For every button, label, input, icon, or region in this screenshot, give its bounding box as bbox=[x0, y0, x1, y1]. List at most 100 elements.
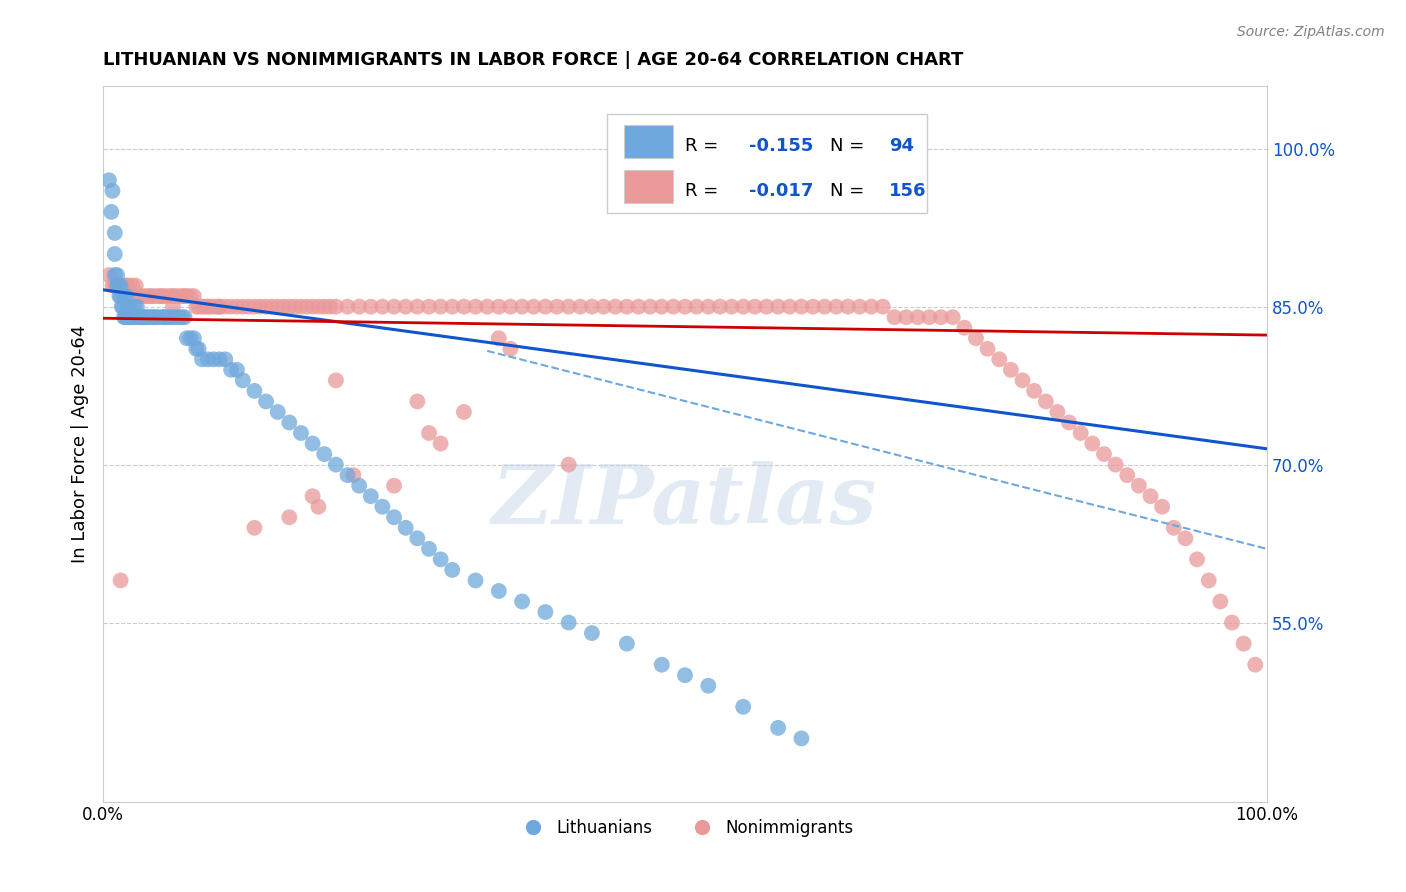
Point bbox=[219, 363, 242, 377]
Point bbox=[441, 563, 464, 577]
Point bbox=[132, 310, 155, 325]
Point bbox=[325, 458, 347, 472]
Point bbox=[453, 405, 475, 419]
Point bbox=[152, 289, 174, 303]
Point bbox=[125, 278, 148, 293]
Point bbox=[179, 289, 201, 303]
Point bbox=[766, 300, 789, 314]
Text: 94: 94 bbox=[889, 137, 914, 155]
Point bbox=[97, 173, 120, 187]
Point bbox=[162, 289, 184, 303]
Point bbox=[108, 289, 131, 303]
Text: -0.155: -0.155 bbox=[749, 137, 814, 155]
Point bbox=[907, 310, 929, 325]
Point bbox=[131, 310, 153, 325]
Text: N =: N = bbox=[831, 137, 870, 155]
Point bbox=[129, 289, 152, 303]
Point bbox=[110, 289, 132, 303]
Point bbox=[165, 310, 187, 325]
Point bbox=[127, 289, 149, 303]
Point bbox=[814, 300, 837, 314]
Point bbox=[138, 289, 160, 303]
Point bbox=[159, 310, 181, 325]
Point bbox=[592, 300, 614, 314]
Point bbox=[301, 489, 323, 503]
Point bbox=[1209, 594, 1232, 608]
Point bbox=[488, 584, 510, 599]
Point bbox=[616, 300, 638, 314]
Point bbox=[104, 226, 127, 240]
Point bbox=[172, 310, 194, 325]
Point bbox=[243, 521, 266, 535]
Point bbox=[159, 289, 181, 303]
Point bbox=[105, 278, 128, 293]
Point bbox=[100, 205, 122, 219]
Point bbox=[150, 289, 173, 303]
Point bbox=[214, 300, 236, 314]
Point bbox=[125, 300, 148, 314]
Point bbox=[1035, 394, 1057, 409]
Point bbox=[766, 721, 789, 735]
Point bbox=[546, 300, 568, 314]
Point bbox=[347, 300, 370, 314]
Point bbox=[112, 310, 135, 325]
Y-axis label: In Labor Force | Age 20-64: In Labor Force | Age 20-64 bbox=[72, 325, 89, 563]
Point bbox=[499, 300, 522, 314]
Point bbox=[1139, 489, 1161, 503]
Point bbox=[208, 300, 231, 314]
Point bbox=[581, 626, 603, 640]
Point bbox=[662, 300, 685, 314]
Point bbox=[307, 500, 329, 514]
Point bbox=[1152, 500, 1174, 514]
Point bbox=[141, 289, 163, 303]
Point bbox=[325, 300, 347, 314]
Point bbox=[1104, 458, 1126, 472]
Point bbox=[837, 300, 859, 314]
Point bbox=[267, 300, 290, 314]
Point bbox=[121, 278, 143, 293]
Point bbox=[278, 510, 301, 524]
Point bbox=[243, 300, 266, 314]
FancyBboxPatch shape bbox=[624, 125, 673, 158]
Point bbox=[208, 300, 231, 314]
Point bbox=[418, 425, 440, 440]
Point bbox=[97, 268, 120, 282]
Point bbox=[301, 300, 323, 314]
Point bbox=[418, 541, 440, 556]
Text: -0.017: -0.017 bbox=[749, 182, 814, 200]
Point bbox=[557, 300, 579, 314]
Point bbox=[105, 278, 128, 293]
Point bbox=[638, 300, 661, 314]
Point bbox=[176, 289, 198, 303]
Point bbox=[1116, 468, 1139, 483]
Point bbox=[104, 247, 127, 261]
Point bbox=[976, 342, 998, 356]
Point bbox=[110, 278, 132, 293]
Text: R =: R = bbox=[685, 137, 724, 155]
Point bbox=[105, 268, 128, 282]
Point bbox=[208, 352, 231, 367]
Point bbox=[651, 300, 673, 314]
Point bbox=[249, 300, 271, 314]
Point bbox=[111, 300, 134, 314]
Point bbox=[371, 300, 394, 314]
Point bbox=[1163, 521, 1185, 535]
Point bbox=[488, 300, 510, 314]
Point bbox=[219, 300, 242, 314]
Point bbox=[510, 300, 533, 314]
Point bbox=[825, 300, 848, 314]
Point bbox=[1198, 574, 1220, 588]
FancyBboxPatch shape bbox=[624, 169, 673, 202]
Point bbox=[429, 300, 451, 314]
Point bbox=[146, 310, 169, 325]
Point bbox=[284, 300, 307, 314]
Point bbox=[697, 679, 720, 693]
Point bbox=[186, 342, 208, 356]
Point bbox=[395, 521, 418, 535]
Point bbox=[301, 436, 323, 450]
Point bbox=[187, 300, 209, 314]
Point bbox=[191, 300, 214, 314]
Point bbox=[127, 310, 149, 325]
Point bbox=[510, 594, 533, 608]
Point bbox=[202, 352, 225, 367]
